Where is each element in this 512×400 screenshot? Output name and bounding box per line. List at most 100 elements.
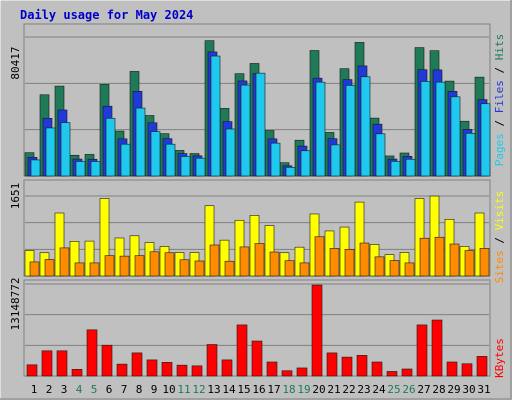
- sites-bar-day-26: [404, 262, 415, 277]
- sites-bar-day-25: [389, 260, 400, 277]
- kbytes-ymax-label: 13148772: [9, 278, 22, 331]
- visits-bar-day-19: [294, 246, 305, 277]
- x-tick-label-day-1: 1: [31, 383, 38, 396]
- kbytes-bar-day-22: [341, 356, 353, 377]
- pages-bar-day-17: [270, 142, 281, 177]
- sites-bar-day-31: [479, 248, 490, 277]
- sites-bar-day-1: [29, 261, 40, 277]
- x-tick-label-day-13: 13: [207, 383, 220, 396]
- sites-bar-day-16: [254, 243, 265, 277]
- x-tick-label-day-24: 24: [372, 383, 386, 396]
- hits-legend: Pages / Files / Hits: [493, 34, 506, 167]
- x-tick-label-day-5: 5: [91, 383, 98, 396]
- visits-bar-day-27: [414, 198, 425, 277]
- pages-bar-day-7: [120, 143, 131, 177]
- pages-bar-day-27: [420, 81, 431, 177]
- x-tick-label-day-9: 9: [151, 383, 158, 396]
- legend-files: Files: [493, 80, 506, 113]
- pages-bar-day-9: [150, 131, 161, 177]
- x-tick-label-day-18: 18: [282, 383, 295, 396]
- sites-bar-day-11: [179, 259, 190, 277]
- sites-bar-day-15: [239, 246, 250, 277]
- x-tick-label-day-29: 29: [447, 383, 460, 396]
- sites-bar-day-28: [434, 236, 445, 277]
- sites-bar-day-10: [164, 252, 175, 277]
- visits-bar-day-31: [474, 212, 485, 277]
- x-tick-label-day-10: 10: [162, 383, 175, 396]
- x-tick-label-day-3: 3: [61, 383, 68, 396]
- x-tick-label-day-16: 16: [252, 383, 265, 396]
- visits-bar-day-3: [54, 212, 65, 277]
- kbytes-bar-day-24: [371, 361, 383, 377]
- pages-bar-day-25: [390, 161, 401, 177]
- sites-bar-day-4: [74, 262, 85, 277]
- sites-bar-day-21: [329, 248, 340, 277]
- pages-bar-day-14: [225, 128, 236, 177]
- x-tick-label-day-8: 8: [136, 383, 143, 396]
- kbytes-bar-day-18: [281, 370, 293, 377]
- hits-ymax-label: 80417: [9, 46, 22, 79]
- pages-bar-day-23: [360, 76, 371, 177]
- kbytes-bar-day-27: [416, 324, 428, 377]
- x-tick-label-day-30: 30: [462, 383, 475, 396]
- visits-bar-day-28: [429, 195, 440, 277]
- pages-bar-day-19: [300, 150, 311, 177]
- x-tick-label-day-25: 25: [387, 383, 400, 396]
- pages-bar-day-13: [210, 55, 221, 177]
- sites-bar-day-13: [209, 244, 220, 277]
- x-tick-label-day-26: 26: [402, 383, 415, 396]
- x-tick-label-day-4: 4: [76, 383, 83, 396]
- sites-bar-day-30: [464, 250, 475, 277]
- sites-bar-day-24: [374, 256, 385, 277]
- bar-marks: [24, 40, 491, 377]
- kbytes-bar-day-11: [176, 364, 188, 377]
- pages-bar-day-3: [60, 122, 71, 177]
- visits-legend: Sites / Visits: [493, 191, 506, 284]
- kbytes-bar-day-3: [56, 350, 68, 377]
- kbytes-bar-day-12: [191, 365, 203, 377]
- sites-bar-day-17: [269, 251, 280, 277]
- x-tick-label-day-7: 7: [121, 383, 128, 396]
- x-tick-label-day-12: 12: [192, 383, 205, 396]
- x-tick-label-day-14: 14: [222, 383, 236, 396]
- sites-bar-day-12: [194, 260, 205, 277]
- kbytes-bar-day-16: [251, 340, 263, 377]
- sites-bar-day-9: [149, 251, 160, 277]
- legend-pages: Pages: [493, 133, 506, 166]
- kbytes-bar-day-19: [296, 367, 308, 377]
- pages-bar-day-31: [480, 103, 491, 177]
- kbytes-bar-day-8: [131, 352, 143, 377]
- pages-bar-day-5: [90, 161, 101, 177]
- kbytes-bar-day-15: [236, 324, 248, 377]
- x-tick-label-day-27: 27: [417, 383, 430, 396]
- sites-bar-day-19: [299, 262, 310, 277]
- x-tick-label-day-11: 11: [177, 383, 190, 396]
- kbytes-bar-day-30: [461, 363, 473, 377]
- sites-bar-day-14: [224, 260, 235, 277]
- legend-hits: Hits: [493, 34, 506, 61]
- visits-bar-day-14: [219, 239, 230, 277]
- chart-title: Daily usage for May 2024: [20, 8, 193, 22]
- pages-bar-day-4: [75, 161, 86, 177]
- kbytes-bar-day-1: [26, 364, 38, 377]
- sites-bar-day-29: [449, 243, 460, 277]
- x-tick-label-day-23: 23: [357, 383, 370, 396]
- sites-bar-day-22: [344, 249, 355, 277]
- kbytes-bar-day-10: [161, 362, 173, 377]
- pages-bar-day-1: [30, 159, 41, 177]
- x-tick-label-day-2: 2: [46, 383, 53, 396]
- sites-bar-day-6: [104, 255, 115, 277]
- legend-sites: Sites: [493, 250, 506, 283]
- pages-bar-day-12: [195, 157, 206, 177]
- kbytes-bar-day-26: [401, 368, 413, 377]
- legend-visits: Visits: [493, 191, 506, 231]
- kbytes-bar-day-17: [266, 361, 278, 377]
- visits-bar-day-23: [354, 201, 365, 277]
- pages-bar-day-11: [180, 156, 191, 177]
- x-tick-label-day-21: 21: [327, 383, 340, 396]
- kbytes-bar-day-28: [431, 319, 443, 377]
- visits-bar-day-13: [204, 205, 215, 277]
